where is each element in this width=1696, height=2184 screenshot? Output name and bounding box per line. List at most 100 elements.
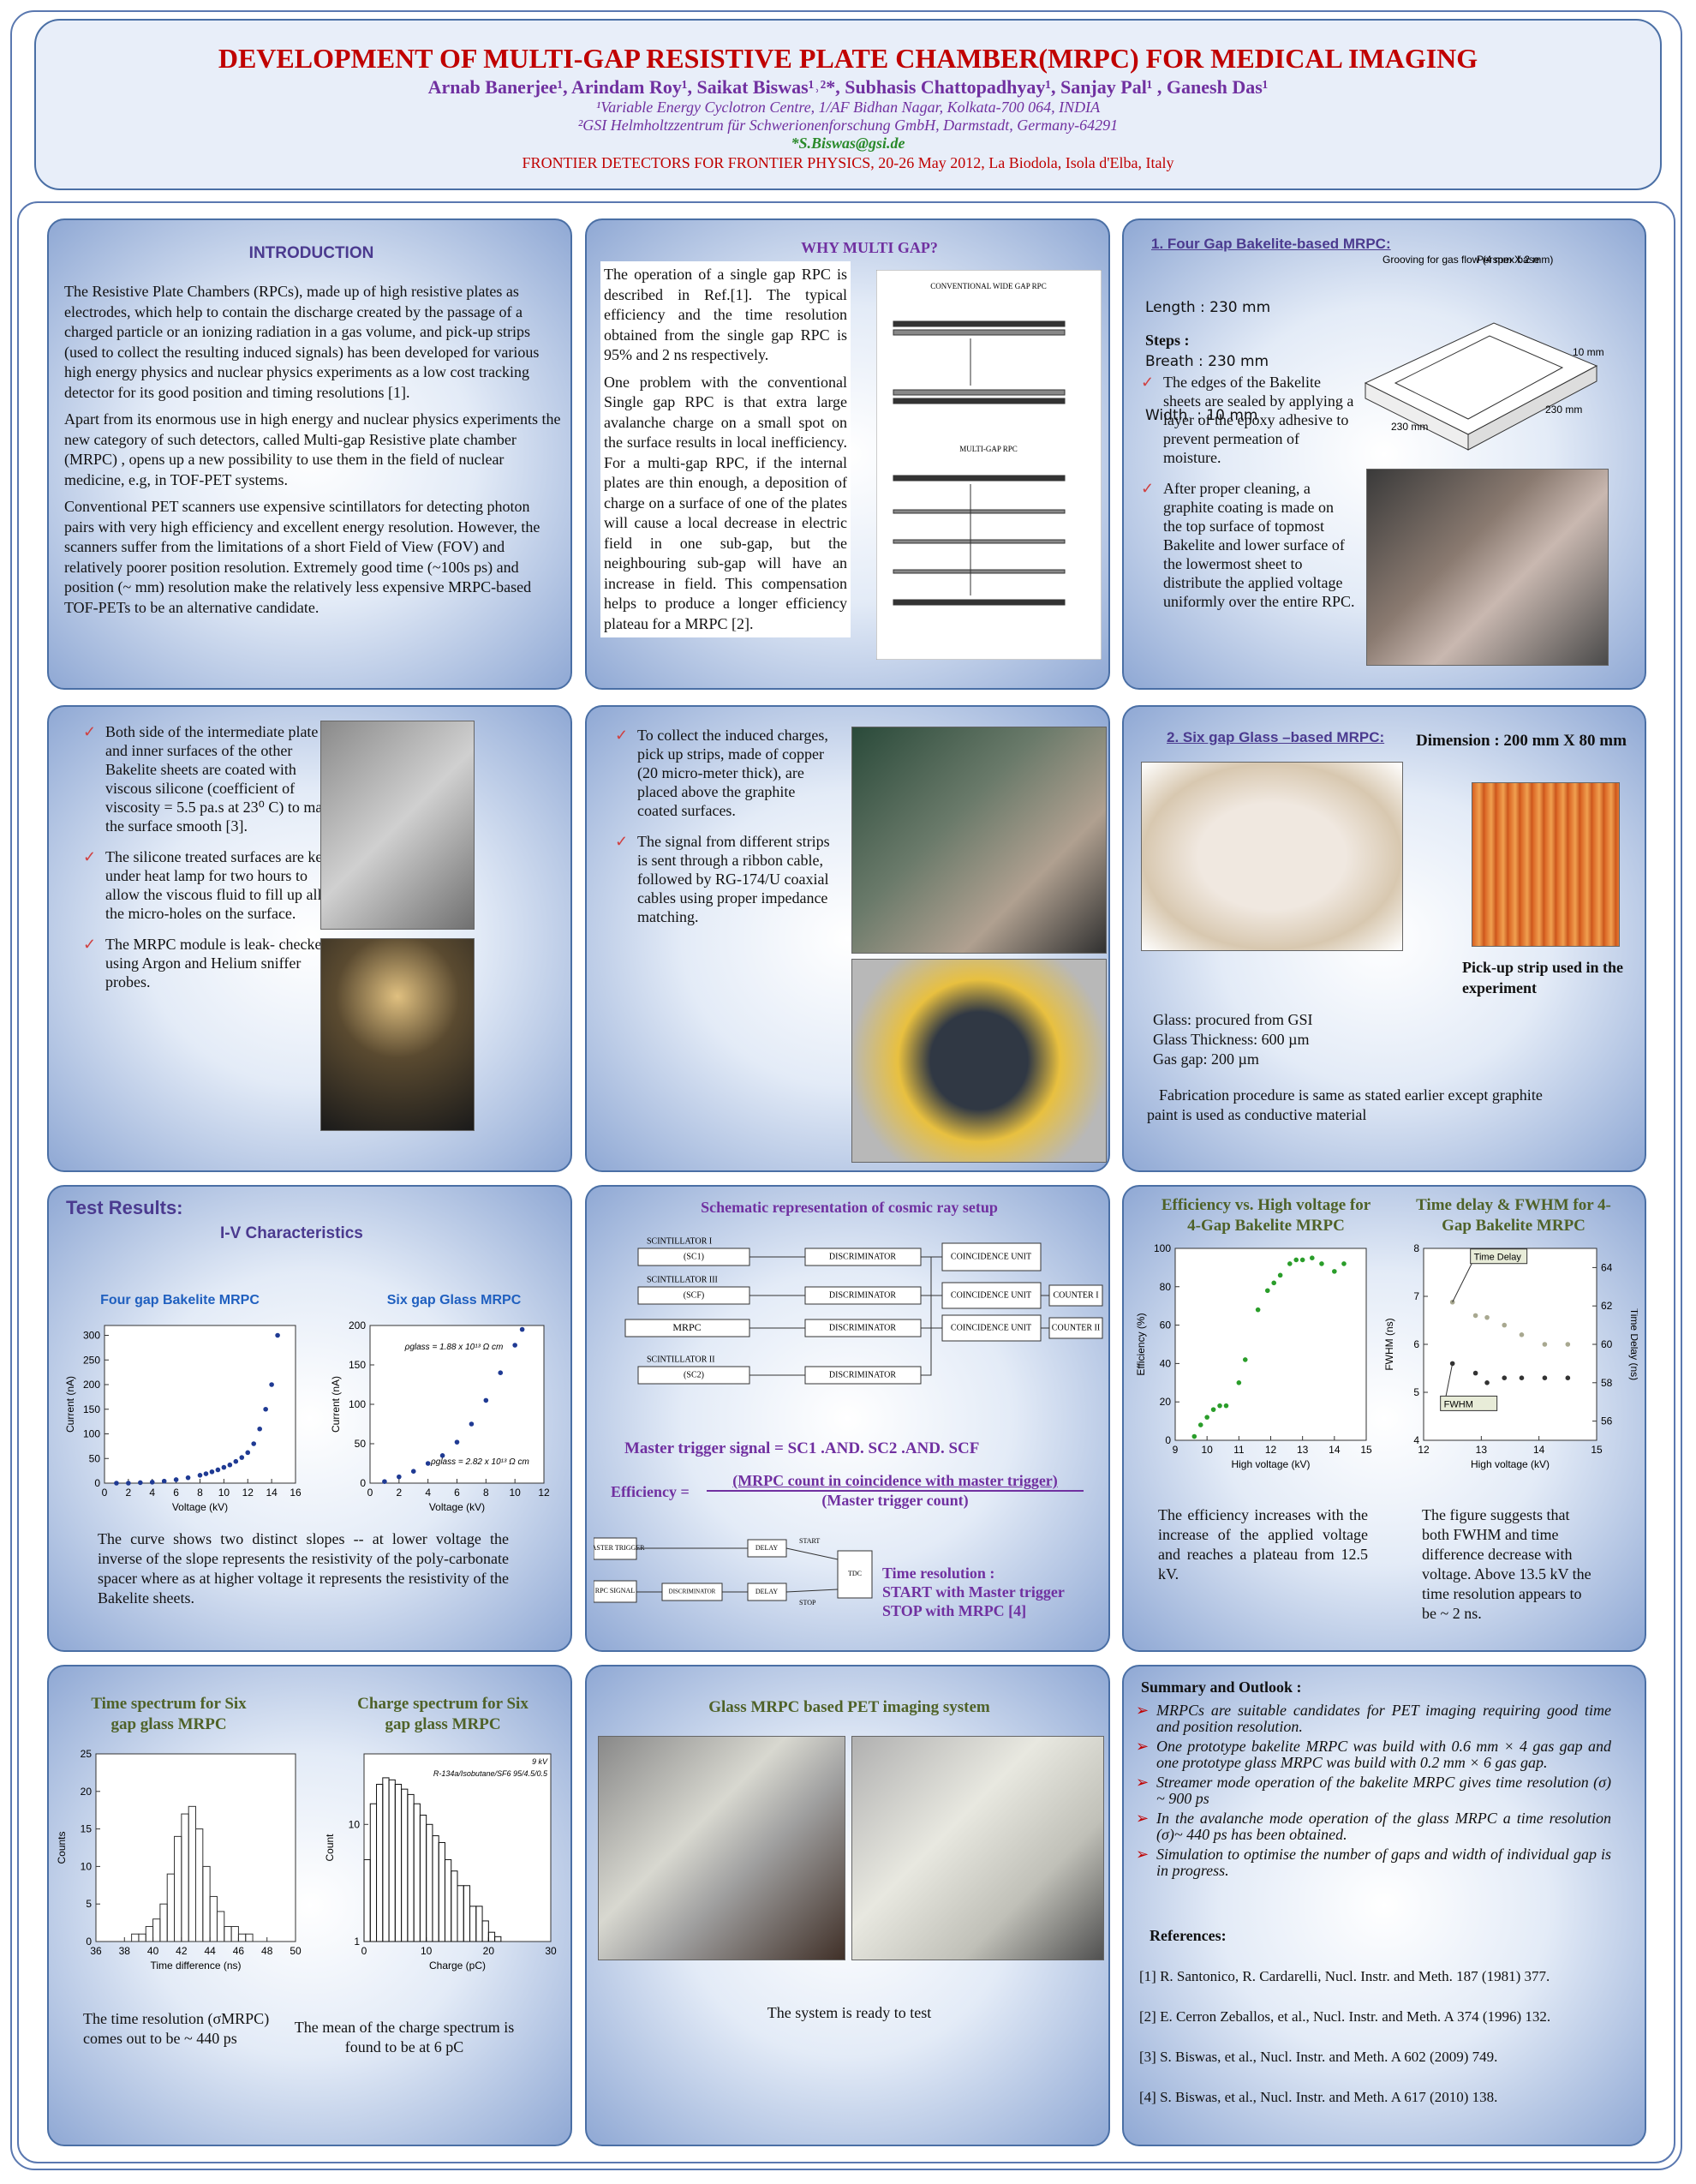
x-tick-label: 50 [290,1945,302,1957]
affiliation: ¹Variable Energy Cyclotron Centre, 1/AF … [595,99,1101,116]
data-point [1271,1280,1277,1286]
box-label: DISCRIMINATOR [829,1252,896,1261]
box-label: SCINTILLATOR III [647,1275,718,1284]
dimension: Dimension : 200 mm X 80 mm [1416,732,1627,750]
y-axis-label: Count [324,1834,336,1862]
block: MRPCs are suitable candidates for PET im… [1136,1702,1611,1882]
data-point [114,1481,119,1486]
mrpc-sketch: Grooving for gas flow (4 mm X 2 mm) Pers… [1364,254,1604,451]
timing-diagram: MASTER TRIGGER DELAY START RPC SIGNAL DI… [594,1537,873,1607]
sketch-label: Grooving for gas flow (4 mm X 2 mm) [1382,254,1553,266]
section-title: INTRODUCTION [248,244,374,262]
data-point [251,1441,257,1446]
wire [785,1589,839,1593]
data-point [1519,1332,1525,1337]
chart: 0 2 4 6 8 10 12 14 16 0 50 100 150 200 250 300 Voltage (… [64,1325,302,1513]
title: DEVELOPMENT OF MULTI-GAP RESISTIVE PLATE… [218,43,1478,74]
plate [893,599,1066,606]
trigger: Master trigger signal = SC1 .AND. SC2 .A… [624,1439,980,1457]
spec: Glass Thickness: 600 µm [1153,1031,1310,1048]
summary-item: Simulation to optimise the number of gap… [1136,1846,1611,1879]
box-label: RPC SIGNAL [595,1587,636,1595]
x-tick-label: 10 [509,1487,521,1499]
data-point [1565,1375,1571,1380]
x-axis-label: Charge (pC) [429,1960,486,1972]
data-point [1519,1375,1525,1380]
data-point [410,1469,416,1474]
data-point [1484,1380,1490,1385]
y-axis-label: FWHM (ns) [1383,1318,1395,1370]
spec: Glass: procured from GSI [1153,1011,1313,1028]
x-tick-label: 4 [149,1487,155,1499]
photo [320,938,475,1131]
efficiency-label: Efficiency = [611,1483,690,1500]
wire [921,1257,932,1376]
plate [893,389,1066,396]
data-point [1449,1361,1455,1367]
data-point [1449,1299,1455,1305]
y-tick-label: 200 [349,1319,366,1331]
x-tick-label: 13 [1297,1444,1309,1456]
y-tick-label: 6 [1413,1338,1419,1350]
y2-axis-label: Time Delay (ns) [1628,1308,1638,1380]
step: After proper cleaning, a graphite coatin… [1141,479,1355,611]
x-tick-label: 10 [421,1945,433,1957]
data-point [1332,1269,1337,1274]
setup-diagram: SCINTILLATOR I (SC1) DISCRIMINATOR COINC… [624,1236,1103,1385]
y-axis-label: Current (nA) [64,1376,76,1433]
data-point [454,1439,460,1445]
histogram-bar [494,1936,502,1942]
x-tick-label: 6 [454,1487,460,1499]
chart: 0 10 20 30 1 10 Charge (pC) Count 9 kV R-134a/Iso… [324,1753,557,1972]
plate [893,320,1066,327]
box [941,1242,1042,1272]
reference: [3] S. Biswas, et al., Nucl. Instr. and … [1139,2049,1498,2065]
x-tick-label: 2 [126,1487,132,1499]
data-point [197,1473,203,1478]
row: SCINTILLATOR III (SCF) DISCRIMINATOR COI… [637,1275,1103,1309]
x-tick-label: 40 [147,1945,159,1957]
y-tick-label: 15 [81,1823,93,1835]
data-point [275,1332,280,1338]
annotation: ρglass = 1.88 x 10¹³ Ω cm [404,1343,504,1352]
plot-area [369,1325,545,1484]
data-point [161,1478,167,1484]
data-point [1542,1342,1548,1347]
photo [598,1736,845,1960]
box-label: DISCRIMINATOR [669,1589,716,1595]
data-point [512,1343,517,1348]
x-tick-label: 0 [102,1487,108,1499]
box-label: DISCRIMINATOR [829,1323,896,1332]
box-label: COINCIDENCE UNIT [951,1252,1031,1261]
section-title: Summary and Outlook : [1141,1678,1302,1696]
sketch-label: Perspex base [1477,254,1540,266]
legend-label: Time Delay [1474,1253,1522,1263]
x-axis-label: Time difference (ns) [150,1960,241,1972]
efficiency-panel: Efficiency vs. High voltage for 4-Gap Ba… [1122,1185,1646,1652]
four-gap-panel: 1. Four Gap Bakelite-based MRPC: Length … [1122,218,1646,690]
data-point [1341,1261,1347,1266]
section-title: Glass MRPC based PET imaging system [708,1698,990,1716]
plate [893,539,1066,544]
dimension: Length : 230 mm [1145,299,1271,316]
box-label: DELAY [755,1544,779,1552]
plate [893,509,1066,514]
data-point [1484,1314,1490,1320]
y-axis-label: Current (nA) [330,1376,342,1433]
reference: [2] E. Cerron Zeballos, et al., Nucl. In… [1139,2008,1551,2025]
row: MRPC DISCRIMINATOR COINCIDENCE UNIT COUN… [624,1314,1103,1342]
data-point [1502,1322,1508,1328]
y-tick-label: 0 [360,1477,366,1489]
x-axis-label: High voltage (kV) [1471,1458,1550,1470]
data-point [1264,1288,1270,1294]
block: Glass: procured from GSI Glass Thickness… [1153,1010,1312,1069]
data-point [233,1458,239,1464]
annotation: 9 kV [532,1757,548,1766]
why-panel: WHY MULTI GAP? The operation of a single… [585,218,1110,690]
photo [1472,782,1620,947]
section-title: 1. Four Gap Bakelite-based MRPC: [1151,236,1391,252]
x-tick-label: 12 [1418,1444,1430,1456]
plate [893,569,1066,574]
y-tick-label: 100 [83,1428,100,1440]
y2-tick-label: 62 [1601,1300,1613,1312]
